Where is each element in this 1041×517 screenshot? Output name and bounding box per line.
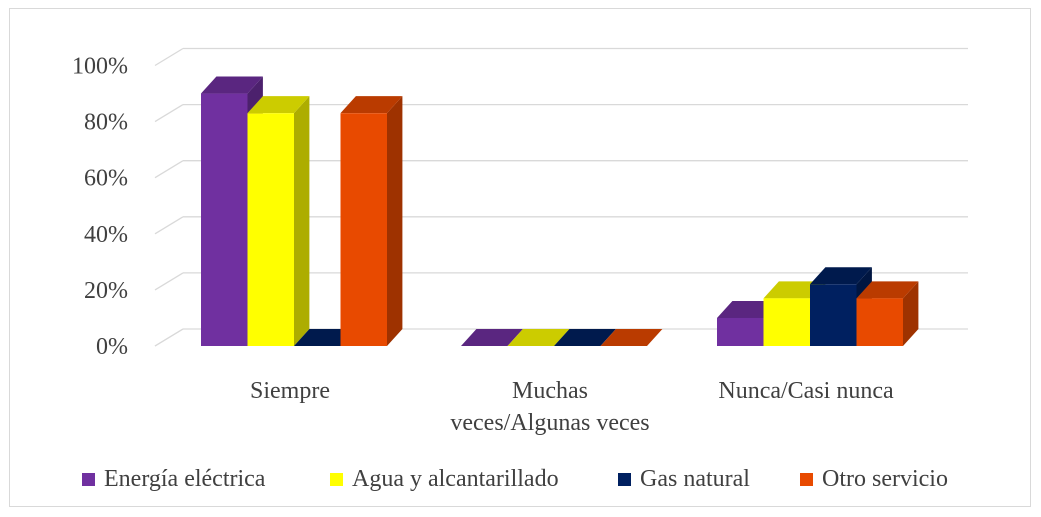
x-axis-categories: Siempre Muchas veces/Algunas veces Nunca/Ca…	[250, 378, 894, 436]
bar-top	[810, 267, 872, 285]
legend-item: Otro servicio	[800, 466, 948, 492]
bar-top	[763, 281, 826, 299]
bar-top	[856, 281, 919, 299]
legend-label: Otro servicio	[822, 466, 948, 492]
y-tick-label: 0%	[96, 334, 128, 360]
gridline-diagonal	[154, 104, 184, 123]
y-tick-label: 20%	[84, 278, 128, 304]
bar	[717, 300, 779, 346]
legend-item: Gas natural	[618, 466, 750, 492]
bar-top	[294, 329, 356, 346]
bar-top	[247, 96, 310, 114]
bar	[461, 329, 523, 346]
category-label-line: veces/Algunas veces	[450, 410, 649, 436]
bar-front	[856, 298, 903, 346]
legend-swatch	[618, 473, 631, 486]
y-tick-label: 60%	[84, 166, 128, 192]
category-label-line: Siempre	[250, 378, 330, 404]
y-tick-label: 100%	[72, 54, 128, 80]
bar-front	[763, 298, 810, 346]
legend-label: Agua y alcantarillado	[352, 466, 559, 492]
bar	[247, 96, 310, 346]
bar-side	[294, 96, 310, 346]
bar	[507, 329, 570, 346]
gridline-diagonal	[154, 47, 184, 67]
bar-top	[507, 329, 570, 346]
bar	[856, 281, 919, 346]
gridline-diagonal	[154, 272, 184, 291]
bar	[554, 329, 616, 346]
bar-top	[600, 329, 663, 346]
legend-swatch	[330, 473, 343, 486]
category-label-line: Nunca/Casi nunca	[718, 378, 894, 404]
bar-top	[340, 96, 403, 114]
legend-item: Agua y alcantarillado	[330, 466, 559, 492]
floor-edge	[154, 328, 184, 347]
bar-front	[810, 284, 857, 346]
bar-top	[717, 300, 779, 318]
bar-front	[201, 93, 248, 346]
legend-swatch	[82, 473, 95, 486]
legend-swatch	[800, 473, 813, 486]
bar-side	[903, 281, 919, 346]
bar-front	[717, 317, 764, 346]
chart-frame	[9, 8, 1031, 507]
gridline-diagonal	[154, 216, 184, 235]
bar-front	[340, 113, 387, 346]
legend: Energía eléctrica Agua y alcantarillado Ga…	[82, 466, 948, 492]
bar-top	[461, 329, 523, 346]
bar	[294, 329, 356, 346]
bar-side	[387, 96, 403, 346]
y-axis-ticks: 0% 20% 40% 60% 80% 100%	[72, 54, 128, 361]
category-label: Siempre	[250, 378, 330, 404]
category-label-line: Muchas	[512, 378, 588, 404]
legend-item: Energía eléctrica	[82, 466, 266, 492]
y-tick-label: 80%	[84, 110, 128, 136]
bar	[340, 96, 403, 346]
legend-label: Energía eléctrica	[104, 466, 266, 492]
category-label: Muchas veces/Algunas veces	[450, 378, 649, 436]
bar-top	[554, 329, 616, 346]
bar-top	[201, 76, 263, 94]
gridline-diagonal	[154, 160, 184, 179]
legend-label: Gas natural	[640, 466, 750, 492]
bars	[201, 76, 919, 347]
bar-front	[247, 113, 294, 346]
y-tick-label: 40%	[84, 222, 128, 248]
category-label: Nunca/Casi nunca	[718, 378, 894, 404]
bar	[600, 329, 663, 346]
